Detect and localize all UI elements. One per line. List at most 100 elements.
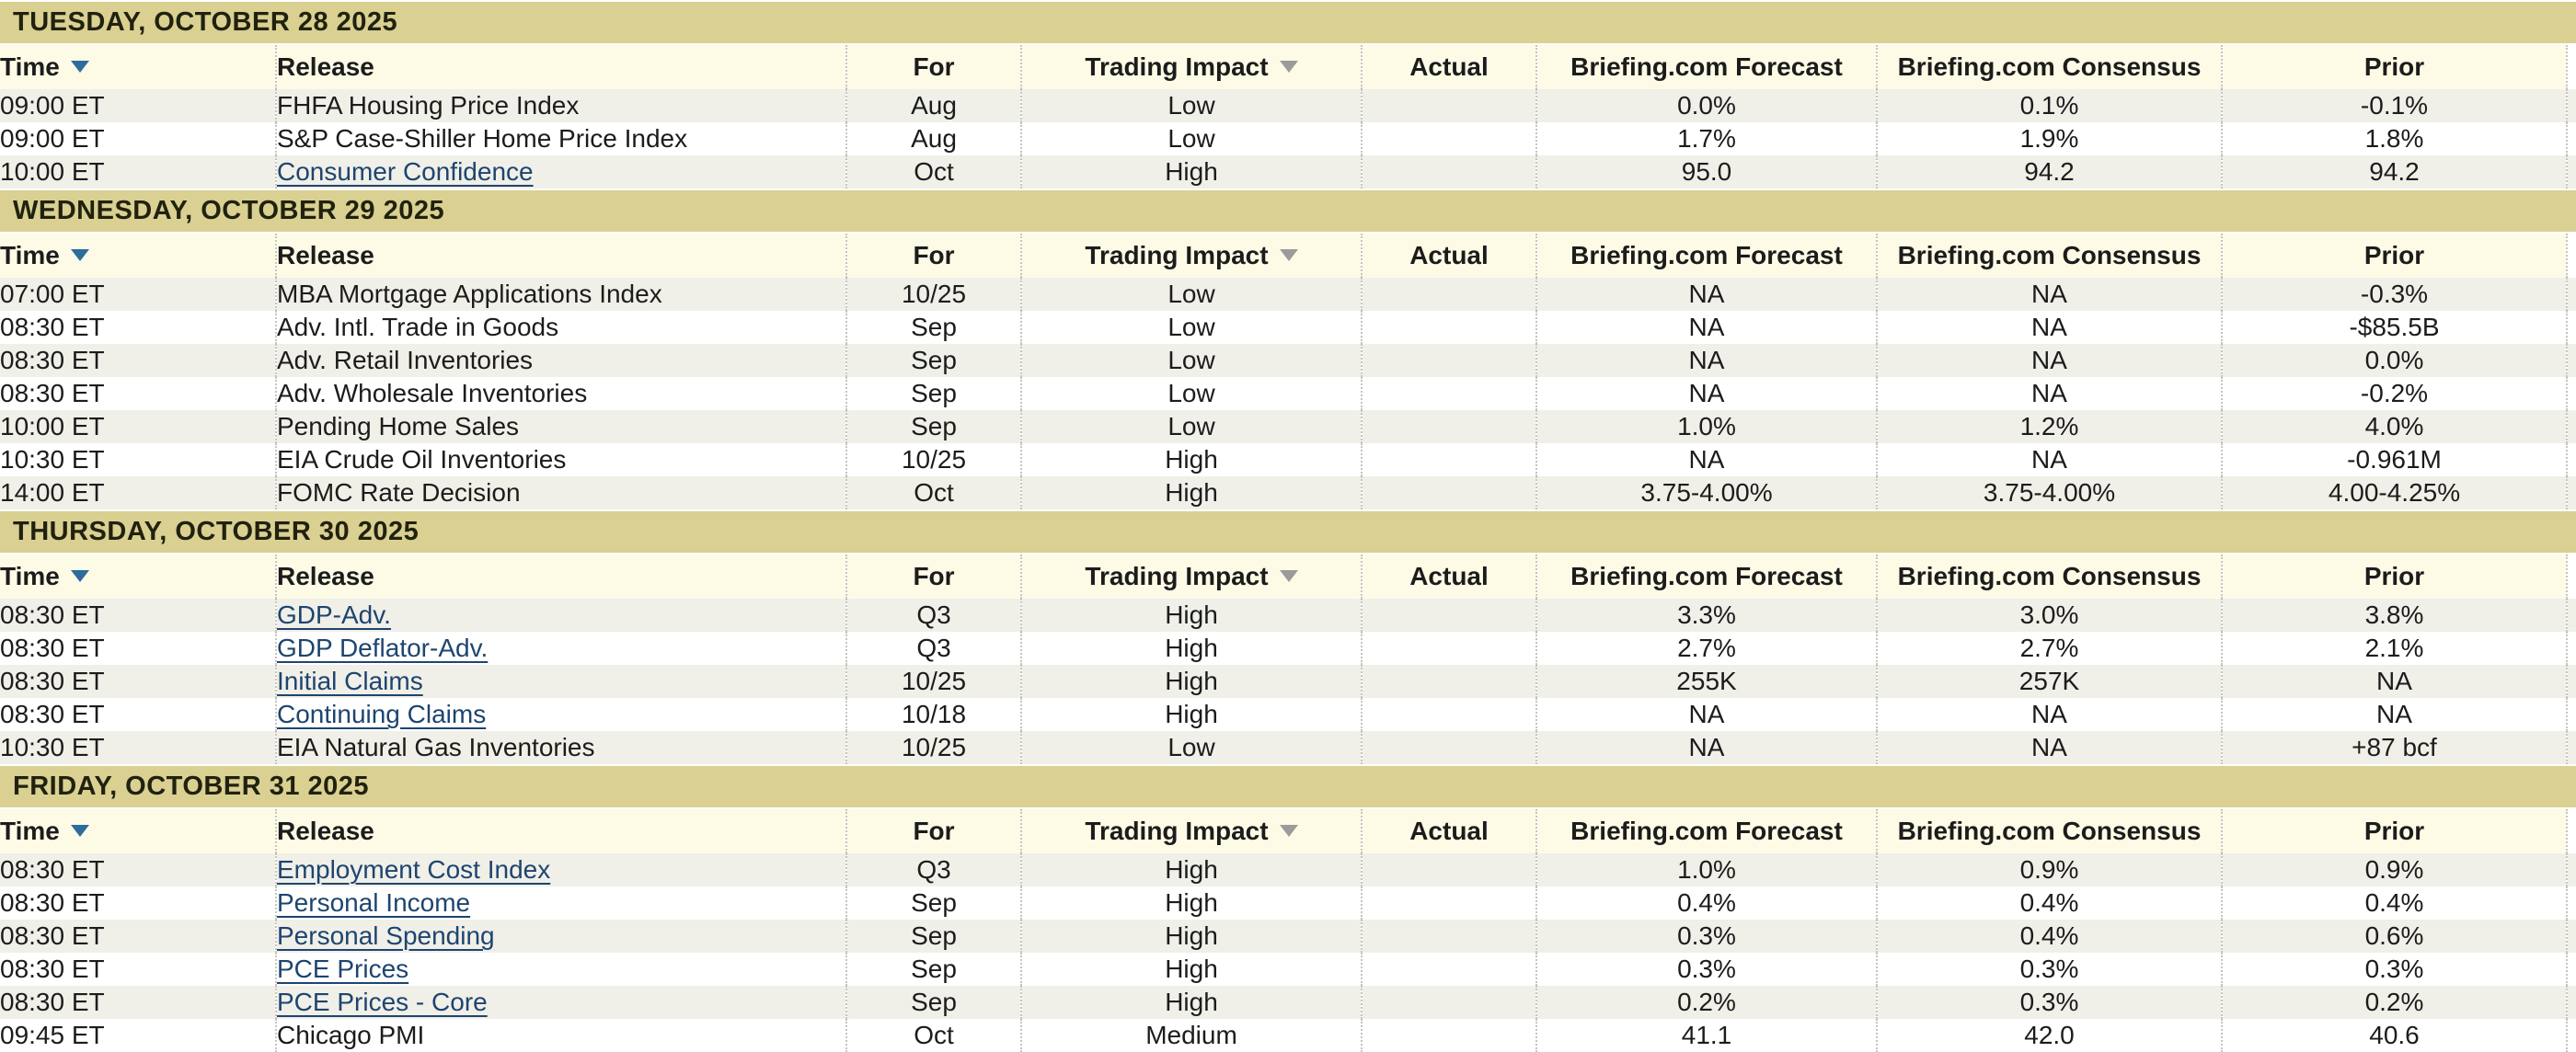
day-section-row: WEDNESDAY, OCTOBER 29 2025 (0, 189, 2576, 234)
impact-cell: High (1020, 665, 1362, 698)
col-header-actual: Actual (1361, 554, 1536, 599)
sort-desc-icon[interactable] (1279, 249, 1298, 262)
col-header-label: Release (277, 241, 374, 269)
sort-desc-icon[interactable] (70, 570, 89, 583)
sort-desc-icon[interactable] (1279, 570, 1298, 583)
sort-desc-icon[interactable] (1279, 61, 1298, 74)
col-header-label: Actual (1409, 52, 1489, 81)
release-cell: Adv. Wholesale Inventories (275, 377, 846, 410)
actual-cell (1361, 698, 1536, 731)
col-header-for: For (845, 808, 1021, 853)
sort-desc-icon[interactable] (70, 61, 89, 74)
actual-cell (1361, 89, 1536, 122)
col-header-impact[interactable]: Trading Impact (1020, 44, 1362, 89)
impact-cell: High (1020, 632, 1362, 665)
col-header-prior: Prior (2221, 44, 2567, 89)
spacer-cell (2565, 986, 2576, 1019)
col-header-label: For (913, 241, 955, 269)
day-header: THURSDAY, OCTOBER 30 2025 (0, 509, 2576, 555)
release-cell: EIA Natural Gas Inventories (275, 731, 846, 765)
release-label: FHFA Housing Price Index (277, 91, 580, 120)
prior-cell: -0.2% (2221, 377, 2567, 410)
impact-cell: Low (1020, 278, 1362, 311)
prior-cell: 94.2 (2221, 155, 2567, 189)
sort-desc-icon[interactable] (70, 825, 89, 838)
actual-cell (1361, 1019, 1536, 1052)
spacer-cell (2565, 410, 2576, 443)
consensus-cell: 0.4% (1876, 886, 2222, 920)
release-cell: Pending Home Sales (275, 410, 846, 443)
release-link[interactable]: PCE Prices (277, 955, 409, 983)
release-link[interactable]: GDP Deflator-Adv. (277, 634, 489, 662)
for-cell: 10/18 (845, 698, 1021, 731)
release-link[interactable]: Consumer Confidence (277, 157, 534, 186)
release-cell: Employment Cost Index (275, 853, 846, 886)
for-cell: 10/25 (845, 665, 1021, 698)
col-header-release: Release (275, 44, 846, 89)
release-link[interactable]: PCE Prices - Core (277, 988, 488, 1016)
col-header-label: Time (0, 562, 60, 590)
column-header-row: Time Release For Trading Impact Actual Briefi… (0, 808, 2576, 853)
col-header-impact[interactable]: Trading Impact (1020, 233, 1362, 278)
actual-cell (1361, 665, 1536, 698)
col-header-label: Trading Impact (1085, 241, 1269, 269)
release-cell: Adv. Intl. Trade in Goods (275, 311, 846, 344)
col-header-label: Actual (1409, 562, 1489, 590)
release-link[interactable]: Initial Claims (277, 667, 423, 695)
for-cell: 10/25 (845, 278, 1021, 311)
release-link[interactable]: Continuing Claims (277, 700, 487, 728)
col-header-forecast: Briefing.com Forecast (1535, 233, 1877, 278)
release-link[interactable]: Employment Cost Index (277, 855, 551, 884)
release-link[interactable]: Personal Spending (277, 921, 495, 950)
time-cell: 07:00 ET (0, 278, 276, 311)
consensus-cell: NA (1876, 698, 2222, 731)
time-cell: 08:30 ET (0, 886, 276, 920)
forecast-cell: NA (1535, 443, 1877, 476)
col-header-time[interactable]: Time (0, 808, 276, 853)
impact-cell: Low (1020, 731, 1362, 765)
actual-cell (1361, 953, 1536, 986)
time-cell: 08:30 ET (0, 853, 276, 886)
consensus-cell: 3.75-4.00% (1876, 476, 2222, 510)
col-header-consensus: Briefing.com Consensus (1876, 808, 2222, 853)
forecast-cell: 3.75-4.00% (1535, 476, 1877, 510)
release-cell: S&P Case-Shiller Home Price Index (275, 122, 846, 155)
sort-desc-icon[interactable] (70, 249, 89, 262)
forecast-cell: NA (1535, 311, 1877, 344)
col-header-label: Actual (1409, 817, 1489, 845)
release-cell: PCE Prices (275, 953, 846, 986)
col-header-label: Time (0, 241, 60, 269)
col-header-time[interactable]: Time (0, 44, 276, 89)
consensus-cell: 0.3% (1876, 986, 2222, 1019)
prior-cell: -$85.5B (2221, 311, 2567, 344)
sort-desc-icon[interactable] (1279, 825, 1298, 838)
col-header-impact[interactable]: Trading Impact (1020, 554, 1362, 599)
release-label: Pending Home Sales (277, 412, 520, 440)
release-cell: Continuing Claims (275, 698, 846, 731)
actual-cell (1361, 443, 1536, 476)
col-header-impact[interactable]: Trading Impact (1020, 808, 1362, 853)
for-cell: Aug (845, 89, 1021, 122)
col-header-label: Briefing.com Forecast (1570, 52, 1843, 81)
calendar-row: 09:00 ET FHFA Housing Price Index Aug Low 0.… (0, 89, 2576, 122)
actual-cell (1361, 920, 1536, 953)
time-cell: 08:30 ET (0, 665, 276, 698)
release-cell: Initial Claims (275, 665, 846, 698)
actual-cell (1361, 377, 1536, 410)
calendar-row: 14:00 ET FOMC Rate Decision Oct High 3.75-4.… (0, 476, 2576, 510)
col-header-prior: Prior (2221, 808, 2567, 853)
release-label: Adv. Wholesale Inventories (277, 379, 588, 407)
forecast-cell: 0.2% (1535, 986, 1877, 1019)
col-header-label: Prior (2363, 52, 2425, 81)
time-cell: 10:30 ET (0, 731, 276, 765)
calendar-row: 10:00 ET Consumer Confidence Oct High 95.0 94… (0, 155, 2576, 189)
col-header-label: Trading Impact (1085, 817, 1269, 845)
col-header-label: For (913, 562, 955, 590)
col-header-time[interactable]: Time (0, 554, 276, 599)
actual-cell (1361, 986, 1536, 1019)
release-link[interactable]: GDP-Adv. (277, 600, 391, 629)
time-cell: 10:30 ET (0, 443, 276, 476)
release-link[interactable]: Personal Income (277, 888, 471, 917)
impact-cell: High (1020, 886, 1362, 920)
col-header-time[interactable]: Time (0, 233, 276, 278)
